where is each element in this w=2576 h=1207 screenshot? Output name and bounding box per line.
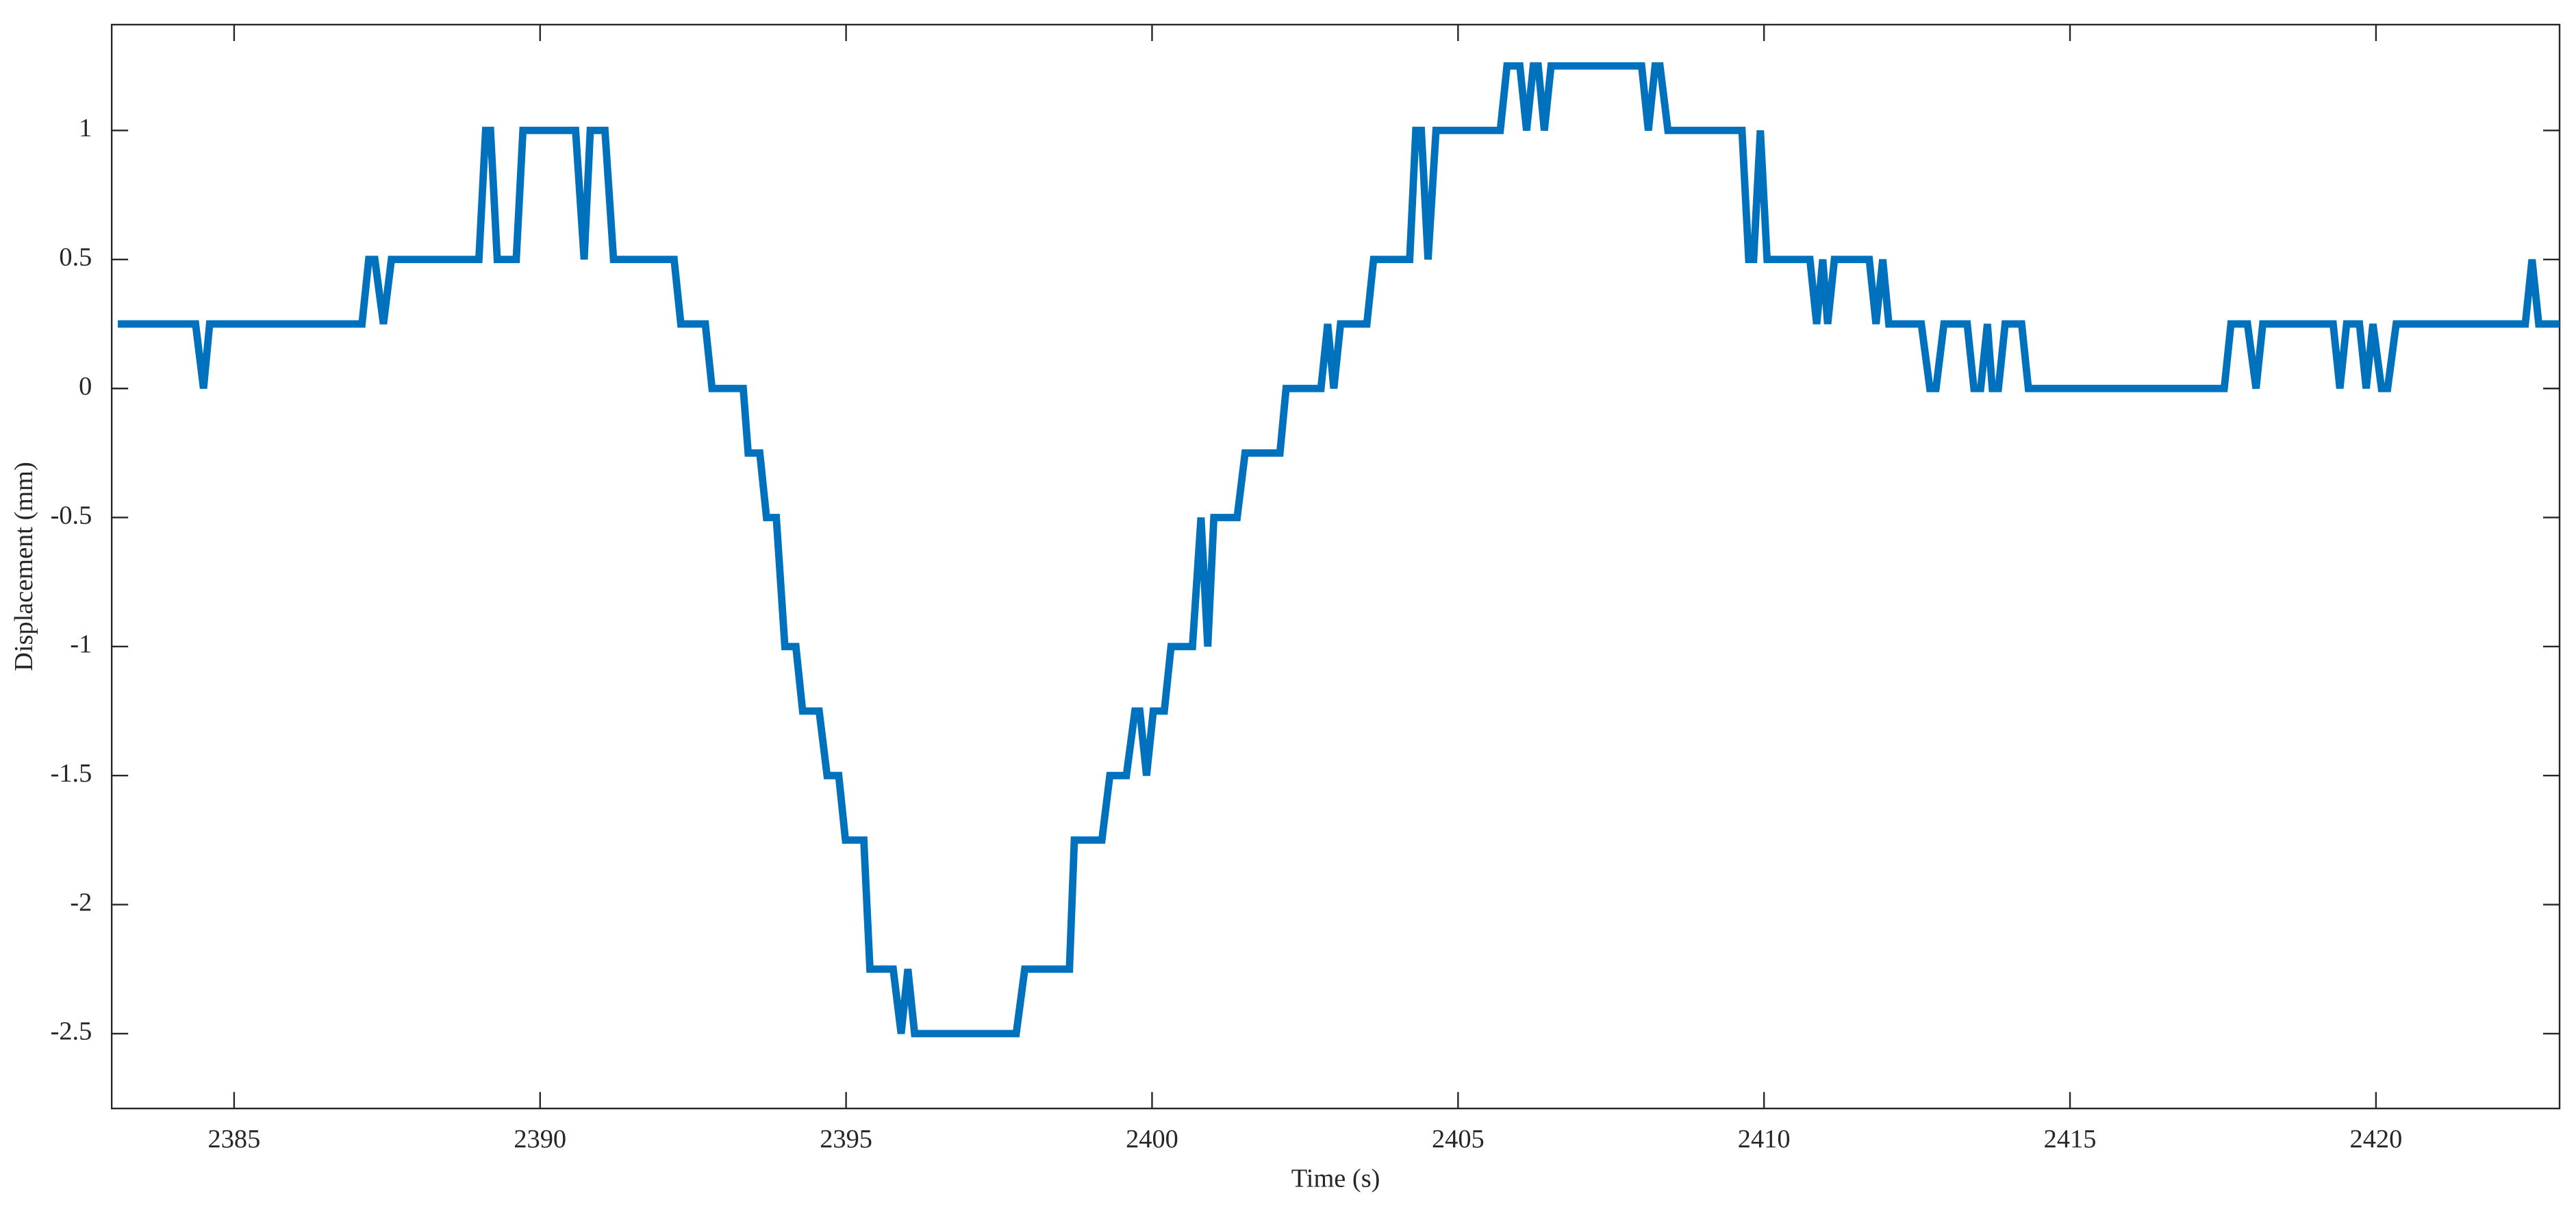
- y-tick-label: -1: [70, 630, 92, 659]
- data-line: [118, 62, 2560, 1038]
- y-tick-label: -2: [70, 888, 92, 917]
- x-tick-label: 2415: [2044, 1125, 2097, 1154]
- x-tick-label: 2420: [2350, 1125, 2403, 1154]
- y-axis-label: Displacement (mm): [10, 462, 38, 671]
- x-tick-label: 2390: [514, 1125, 566, 1154]
- x-tick-label: 2405: [1432, 1125, 1485, 1154]
- y-tick-label: 0: [79, 372, 92, 401]
- y-tick-label: -2.5: [51, 1017, 92, 1046]
- x-tick-label: 2400: [1126, 1125, 1178, 1154]
- y-tick-label: 0.5: [59, 243, 92, 272]
- x-axis-label: Time (s): [1291, 1164, 1380, 1193]
- y-tick-label: -1.5: [51, 759, 92, 788]
- y-tick-label: -0.5: [51, 501, 92, 530]
- x-tick-label: 2385: [208, 1125, 261, 1154]
- x-tick-label: 2395: [820, 1125, 872, 1154]
- y-tick-label: 1: [79, 114, 92, 142]
- x-tick-label: 2410: [1738, 1125, 1791, 1154]
- plot-frame: [110, 23, 2561, 1110]
